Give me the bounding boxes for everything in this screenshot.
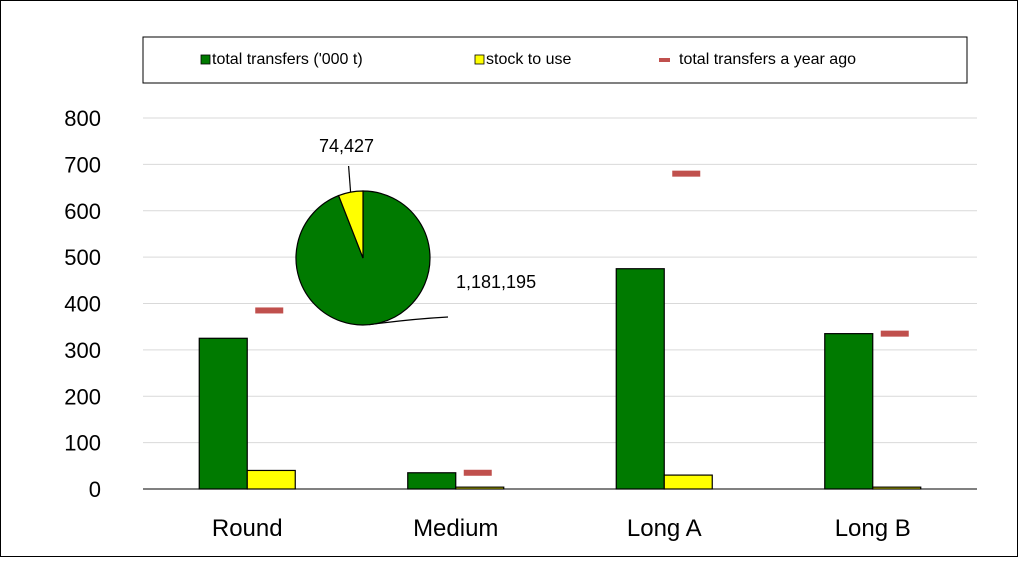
x-tick-label: Long B bbox=[835, 515, 911, 542]
y-tick-label: 500 bbox=[64, 245, 101, 270]
bar-stock-to-use bbox=[663, 474, 713, 490]
year-ago-markers bbox=[255, 170, 909, 476]
legend-swatch-stock-to-use bbox=[474, 54, 485, 65]
x-tick-label: Long A bbox=[627, 515, 702, 542]
x-tick-label: Round bbox=[212, 515, 283, 542]
bar-total-transfers bbox=[198, 337, 248, 490]
y-tick-label: 600 bbox=[64, 199, 101, 224]
bar-total-transfers bbox=[824, 333, 874, 490]
y-tick-label: 0 bbox=[89, 477, 101, 502]
bar-stock-to-use bbox=[872, 486, 922, 490]
marker-year-ago bbox=[880, 330, 909, 337]
bar-total-transfers bbox=[407, 472, 457, 490]
y-tick-label: 300 bbox=[64, 338, 101, 363]
marker-year-ago bbox=[672, 170, 701, 177]
pie-leader-transfers bbox=[369, 316, 449, 326]
legend: total transfers ('000 t) stock to use to… bbox=[142, 36, 968, 84]
y-axis: 0 100 200 300 400 500 600 700 800 bbox=[64, 106, 101, 502]
y-tick-label: 700 bbox=[64, 152, 101, 177]
marker-year-ago bbox=[463, 469, 492, 476]
bar-stock-to-use bbox=[246, 469, 296, 490]
y-tick-label: 800 bbox=[64, 106, 101, 131]
y-tick-label: 100 bbox=[64, 431, 101, 456]
marker-year-ago bbox=[255, 307, 284, 314]
x-axis-labels: Round Medium Long A Long B bbox=[212, 515, 911, 542]
bar-total-transfers bbox=[615, 268, 665, 490]
legend-label-year-ago: total transfers a year ago bbox=[679, 51, 856, 68]
pie-leader-stock bbox=[347, 165, 352, 193]
inset-pie: 74,427 1,181,195 bbox=[295, 136, 536, 326]
bars bbox=[198, 268, 922, 490]
pie-label-stock: 74,427 bbox=[319, 136, 374, 156]
legend-label-stock-to-use: stock to use bbox=[486, 51, 571, 68]
legend-swatch-year-ago bbox=[659, 58, 670, 62]
y-tick-label: 200 bbox=[64, 384, 101, 409]
legend-label-total-transfers: total transfers ('000 t) bbox=[212, 51, 363, 68]
bar-stock-to-use bbox=[455, 486, 505, 490]
legend-swatch-total-transfers bbox=[200, 54, 211, 65]
x-tick-label: Medium bbox=[413, 515, 498, 542]
legend-box bbox=[142, 36, 968, 84]
pie-label-transfers: 1,181,195 bbox=[456, 272, 536, 292]
y-tick-label: 400 bbox=[64, 292, 101, 317]
gridlines bbox=[143, 117, 977, 490]
